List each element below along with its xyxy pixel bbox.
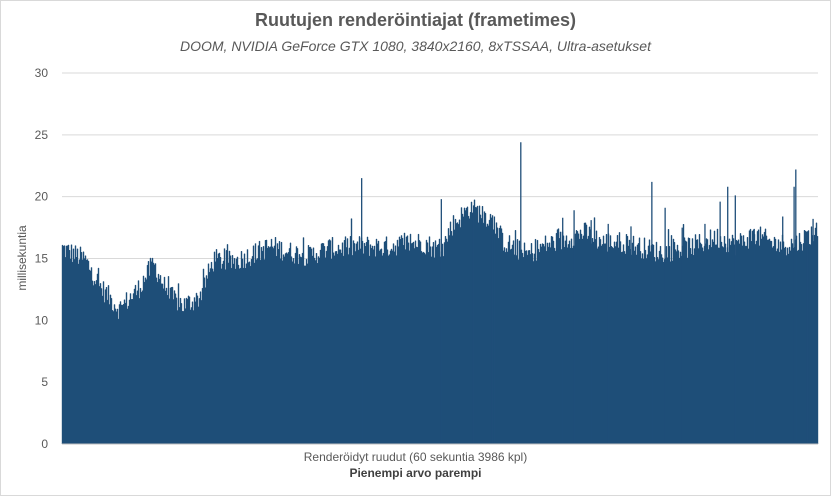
x-axis-label: Renderöidyt ruudut (60 sekuntia 3986 kpl… — [303, 450, 528, 464]
chart-title: Ruutujen renderöintiajat (frametimes) — [254, 10, 577, 30]
frametime-area — [61, 199, 819, 445]
y-tick-label: 30 — [35, 66, 49, 80]
y-tick-label: 0 — [41, 437, 48, 451]
chart-note: Pienempi arvo parempi — [349, 466, 482, 480]
y-tick-label: 20 — [35, 190, 49, 204]
y-tick-labels: 0 5 10 15 20 25 30 — [35, 66, 49, 451]
y-tick-label: 10 — [35, 313, 49, 327]
chart-subtitle: DOOM, NVIDIA GeForce GTX 1080, 3840x2160… — [179, 38, 651, 54]
y-tick-label: 25 — [35, 128, 49, 142]
y-tick-label: 15 — [35, 252, 49, 266]
y-axis-label: millisekuntia — [15, 225, 29, 291]
frametime-series — [61, 142, 819, 445]
y-tick-label: 5 — [41, 375, 48, 389]
